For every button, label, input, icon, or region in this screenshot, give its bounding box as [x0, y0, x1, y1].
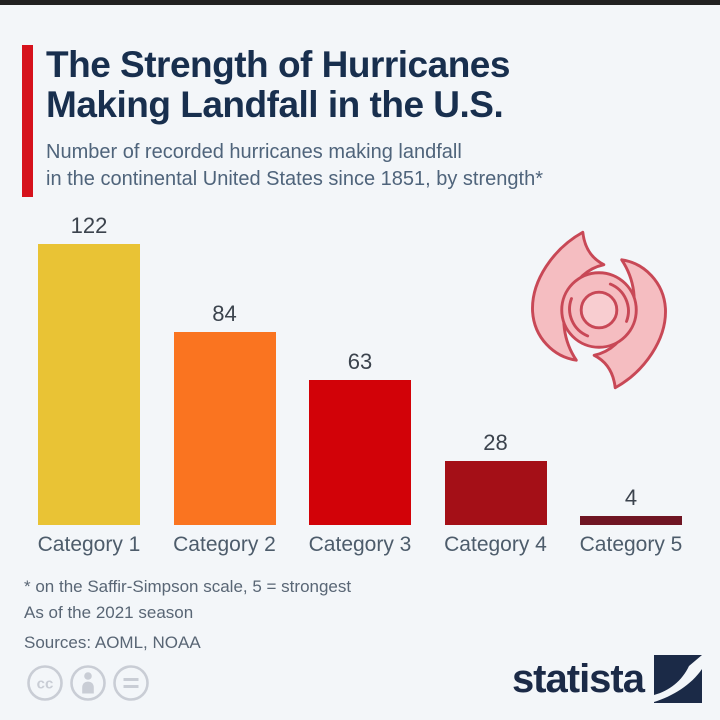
hurricane-icon	[531, 230, 667, 390]
footnote-sources: Sources: AOML, NOAA	[24, 633, 201, 652]
statista-logo-icon	[654, 655, 702, 703]
statista-logo-text: statista	[511, 657, 645, 701]
attribution-icon[interactable]	[69, 664, 107, 702]
bar-chart: 122 Category 1 84 Category 2 63 Category…	[0, 213, 720, 558]
category-label: Category 2	[173, 533, 276, 556]
no-derivatives-icon[interactable]	[112, 664, 150, 702]
bar-value-label: 84	[212, 301, 237, 326]
svg-text:cc: cc	[37, 676, 54, 693]
top-edge-strip	[0, 0, 720, 5]
category-label: Category 5	[579, 533, 683, 556]
header: The Strength of Hurricanes Making Landfa…	[22, 45, 543, 197]
bar-category-3	[309, 380, 411, 525]
bar-category-4	[444, 461, 547, 525]
bar-column-category-2: 84 Category 2	[173, 301, 276, 558]
header-text: The Strength of Hurricanes Making Landfa…	[46, 45, 543, 197]
footnotes: * on the Saffir-Simpson scale, 5 = stron…	[24, 574, 351, 656]
bar-category-5	[580, 516, 682, 525]
bar-value-label: 122	[70, 213, 108, 238]
bar-column-category-5: 4 Category 5	[579, 485, 683, 558]
cc-icon[interactable]: cc	[26, 664, 64, 702]
license-icons: cc	[26, 664, 150, 702]
category-label: Category 1	[37, 533, 141, 556]
statista-branding[interactable]: statista	[512, 655, 702, 703]
bar-category-1	[38, 244, 140, 525]
bar-value-label: 28	[483, 430, 508, 455]
bar-value-label: 63	[347, 349, 373, 374]
category-label: Category 3	[308, 533, 412, 556]
page-subtitle: Number of recorded hurricanes making lan…	[46, 141, 543, 190]
footnote-season: As of the 2021 season	[24, 603, 194, 622]
bar-column-category-1: 122 Category 1	[37, 213, 141, 558]
red-accent-bar	[22, 45, 33, 197]
footnote-scale: * on the Saffir-Simpson scale, 5 = stron…	[24, 577, 352, 596]
bar-value-label: 4	[624, 485, 638, 510]
page-title: The Strength of Hurricanes Making Landfa…	[46, 44, 510, 125]
bar-category-2	[173, 332, 276, 525]
bar-column-category-3: 63 Category 3	[308, 349, 412, 558]
category-label: Category 4	[444, 533, 547, 556]
bar-column-category-4: 28 Category 4	[444, 430, 547, 558]
